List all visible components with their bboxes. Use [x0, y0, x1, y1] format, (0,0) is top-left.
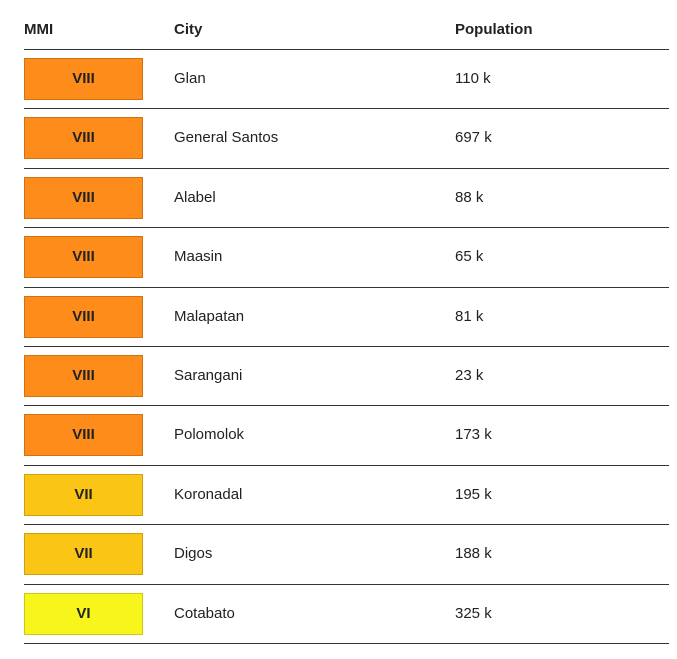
header-cell: MMI: [24, 21, 54, 38]
row-rule: [24, 167, 669, 169]
row-rule: [24, 524, 669, 526]
city-cell: Sarangani: [174, 367, 243, 384]
mmi-badge: VII: [24, 473, 143, 516]
row-rule: [24, 464, 669, 466]
city-cell: Malapatan: [174, 307, 245, 325]
row-rule: [24, 227, 669, 229]
row-rule: [24, 346, 669, 347]
mmi-badge: VIII: [24, 58, 143, 100]
header-cell: City: [174, 21, 203, 38]
city-cell: Alabel: [174, 188, 216, 206]
city-cell: Polomolok: [174, 426, 245, 444]
population-cell: 697 k: [455, 129, 492, 147]
mmi-badge: VIII: [24, 295, 143, 338]
header-cell: Population: [455, 21, 533, 38]
header-rule: [24, 49, 669, 50]
population-cell: 88 k: [455, 188, 484, 206]
population-cell: 65 k: [455, 248, 484, 266]
mmi-badge: VII: [24, 533, 143, 576]
mmi-badge: VIII: [24, 236, 143, 279]
city-cell: General Santos: [174, 129, 279, 147]
mmi-badge: VIII: [24, 117, 143, 160]
city-cell: Koronadal: [174, 485, 243, 503]
population-cell: 173 k: [455, 426, 492, 444]
population-cell: 81 k: [455, 307, 484, 325]
row-rule: [24, 108, 669, 110]
mmi-badge: VIII: [24, 414, 143, 457]
population-cell: 188 k: [455, 545, 492, 563]
population-cell: 110 k: [455, 70, 491, 87]
population-cell: 195 k: [455, 485, 492, 503]
row-rule: [24, 583, 669, 585]
mmi-badge: VIII: [24, 355, 143, 397]
row-rule: [24, 643, 669, 644]
population-cell: 23 k: [455, 367, 484, 384]
row-rule: [24, 405, 669, 407]
row-rule: [24, 286, 669, 288]
mmi-badge: VI: [24, 592, 143, 635]
city-cell: Glan: [174, 70, 206, 87]
population-cell: 325 k: [455, 604, 492, 622]
mmi-badge: VIII: [24, 176, 143, 219]
city-cell: Cotabato: [174, 604, 235, 622]
city-cell: Maasin: [174, 248, 223, 266]
city-cell: Digos: [174, 545, 213, 563]
